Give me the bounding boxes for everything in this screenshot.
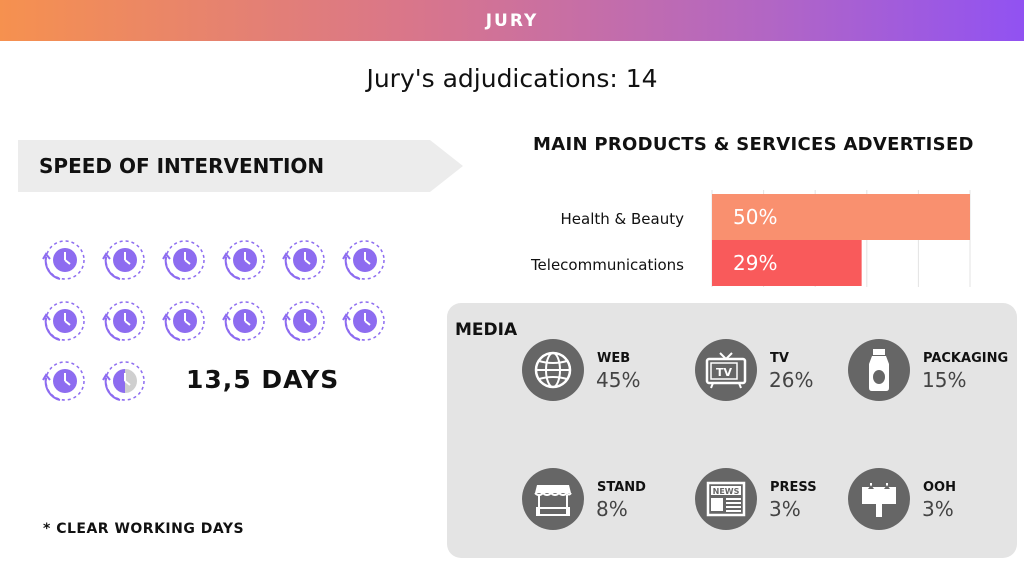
media-item-web: WEB 45% [522, 339, 702, 409]
clock-icon [100, 237, 148, 283]
tv-icon-text: TV [716, 366, 733, 379]
media-value-stand: 8% [596, 497, 628, 521]
billboard-icon [848, 468, 910, 530]
tv-icon: TV [695, 339, 757, 401]
clock-icon [340, 237, 388, 283]
media-item-packaging: PACKAGING 15% [848, 339, 1024, 409]
chart-category-label: Health & Beauty [561, 210, 685, 228]
media-value-tv: 26% [769, 368, 814, 392]
chart-bar [712, 240, 862, 286]
media-heading: MEDIA [455, 320, 518, 340]
speed-heading: SPEED OF INTERVENTION [39, 154, 325, 178]
media-panel: MEDIA WEB 45% TV TV 26% [447, 303, 1017, 558]
media-label-packaging: PACKAGING [923, 351, 1009, 366]
market-stand-icon [522, 468, 584, 530]
media-item-stand: STAND 8% [522, 468, 702, 538]
media-value-press: 3% [769, 497, 801, 521]
footnote: * CLEAR WORKING DAYS [43, 521, 245, 537]
clock-icon [40, 237, 88, 283]
clock-icon [340, 298, 388, 344]
globe-icon [522, 339, 584, 401]
chart-data-label: 29% [733, 251, 777, 275]
products-title: MAIN PRODUCTS & SERVICES ADVERTISED [533, 134, 974, 155]
chart-category-label: Telecommunications [530, 256, 684, 274]
newspaper-icon: NEWS [695, 468, 757, 530]
bottle-icon [848, 339, 910, 401]
clock-icon [280, 298, 328, 344]
speed-banner: SPEED OF INTERVENTION [18, 140, 463, 192]
media-item-ooh: OOH 3% [848, 468, 1024, 538]
media-label-web: WEB [597, 351, 631, 366]
media-value-web: 45% [596, 368, 641, 392]
media-value-ooh: 3% [922, 497, 954, 521]
media-item-press: NEWS PRESS 3% [695, 468, 875, 538]
media-label-stand: STAND [597, 480, 646, 495]
clock-icon [220, 237, 268, 283]
clock-icon [160, 298, 208, 344]
clock-icon [160, 237, 208, 283]
page-title: Jury's adjudications: 14 [366, 64, 658, 93]
media-value-packaging: 15% [922, 368, 967, 392]
clock-icon [40, 298, 88, 344]
clock-icon [100, 298, 148, 344]
chart-data-label: 50% [733, 205, 777, 229]
clock-icon-partial [100, 358, 148, 404]
media-item-tv: TV TV 26% [695, 339, 875, 409]
media-label-ooh: OOH [923, 480, 956, 495]
clock-icon [280, 237, 328, 283]
header-bar: JURY [0, 0, 1024, 41]
media-label-press: PRESS [770, 480, 817, 495]
days-value: 13,5 DAYS [186, 365, 340, 394]
newspaper-icon-text: NEWS [713, 487, 740, 496]
clock-icon [40, 358, 88, 404]
products-bar-chart: 50% Health & Beauty 29% Telecommunications [530, 190, 971, 287]
header-title: JURY [485, 10, 539, 31]
clock-icon [220, 298, 268, 344]
media-label-tv: TV [770, 351, 789, 366]
chart-bar [712, 194, 970, 240]
